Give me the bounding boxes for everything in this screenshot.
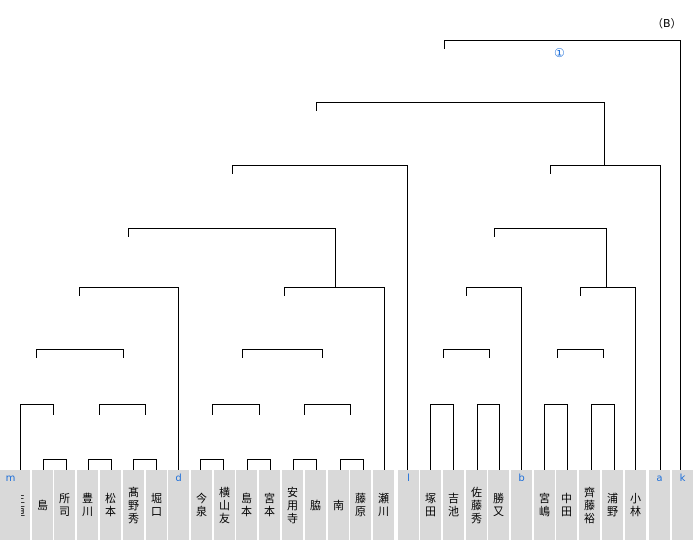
player-cell: 豊川 <box>77 470 98 540</box>
player-cell: 小林 <box>625 470 646 540</box>
player-cell: 齊藤裕 <box>579 470 600 540</box>
bracket-line <box>466 287 522 470</box>
bracket-line <box>444 40 681 470</box>
bracket-line <box>477 404 500 470</box>
player-cell: 中田 <box>556 470 577 540</box>
player-cell: 勝又 <box>488 470 509 540</box>
player-name: 横山友 <box>219 486 230 525</box>
player-name: 藤原 <box>355 492 366 518</box>
final-marker: ① <box>554 46 565 60</box>
player-cell: 南 <box>328 470 349 540</box>
bracket-line <box>580 287 636 470</box>
player-cell: 所司 <box>54 470 75 540</box>
player-cell: 島本 <box>236 470 257 540</box>
bracket-line <box>430 404 454 470</box>
slot-label: l <box>407 473 410 484</box>
slot-label: d <box>175 473 182 484</box>
player-name: 宮本 <box>264 492 275 518</box>
player-name: 齊藤裕 <box>584 486 595 525</box>
bracket-line <box>284 287 385 470</box>
player-name: 髙野秀 <box>128 486 139 525</box>
bracket-line <box>242 349 323 358</box>
player-cell: 浦野 <box>602 470 623 540</box>
bracket-slot-cell: b <box>511 470 532 540</box>
bracket-line <box>20 404 54 470</box>
player-cell: 宮本 <box>259 470 280 540</box>
player-cell: 髙野秀 <box>123 470 144 540</box>
player-cell: 脇 <box>305 470 326 540</box>
player-name: 瀬川 <box>378 492 389 518</box>
player-cell: 瀬川 <box>373 470 394 540</box>
player-cell: 安用寺 <box>282 470 303 540</box>
slot-label: a <box>656 473 663 484</box>
player-name: 吉池 <box>448 492 459 518</box>
player-name: 塚田 <box>425 492 436 518</box>
player-name: 南 <box>333 499 344 512</box>
bracket-line <box>557 349 604 358</box>
bracket-line <box>99 404 146 415</box>
bracket-slot-cell: m <box>0 470 21 540</box>
player-name: 中田 <box>561 492 572 518</box>
player-name: 脇 <box>310 499 321 512</box>
player-cell: 塚田 <box>420 470 441 540</box>
player-cell: 今泉 <box>191 470 212 540</box>
player-name: 安用寺 <box>287 486 298 525</box>
bracket-line <box>544 404 568 470</box>
bracket-line <box>79 287 179 470</box>
bracket-line <box>340 459 364 470</box>
bracket-line <box>316 102 605 165</box>
slot-label: b <box>518 473 525 484</box>
player-name: 所司 <box>59 492 70 518</box>
player-name: 豊川 <box>82 492 93 518</box>
slot-label: m <box>5 473 16 484</box>
bracket-line <box>304 404 351 415</box>
bracket-line <box>494 228 607 287</box>
player-cell: 横山友 <box>214 470 235 540</box>
bracket-line <box>212 404 260 415</box>
bracket-line <box>133 459 157 470</box>
player-name: 浦野 <box>607 492 618 518</box>
player-name: 島 <box>37 499 48 512</box>
bracket-line <box>43 459 67 470</box>
player-cell: 島 <box>32 470 53 540</box>
slot-label: k <box>679 473 686 484</box>
bracket-slot-cell: a <box>649 470 670 540</box>
player-cell: 吉池 <box>443 470 464 540</box>
bracket-line <box>443 349 490 358</box>
player-name: 島本 <box>241 492 252 518</box>
player-name: 宮嶋 <box>539 492 550 518</box>
bracket-tag: （B） <box>652 17 682 30</box>
bracket-line <box>128 228 336 287</box>
player-name: 勝又 <box>493 492 504 518</box>
player-name: 堀口 <box>151 492 162 518</box>
bracket-slot-cell: k <box>672 470 693 540</box>
bracket-line <box>200 459 224 470</box>
player-cell: 宮嶋 <box>534 470 555 540</box>
player-name: 小林 <box>630 492 641 518</box>
player-name: 佐藤秀 <box>471 486 482 525</box>
player-cell: 松本 <box>100 470 121 540</box>
bracket-line <box>232 165 408 470</box>
bracket-line <box>293 459 317 470</box>
bracket-slot-cell: d <box>168 470 189 540</box>
bracket-line <box>247 459 271 470</box>
player-cell: 堀口 <box>146 470 167 540</box>
player-cell: 佐藤秀 <box>466 470 487 540</box>
bracket-line <box>550 165 661 470</box>
player-cell: 藤原 <box>350 470 371 540</box>
bracket-slot-cell: l <box>398 470 419 540</box>
player-name: 松本 <box>105 492 116 518</box>
bracket-line <box>88 459 112 470</box>
bracket-line <box>36 349 124 358</box>
player-name: 今泉 <box>196 492 207 518</box>
bracket-line <box>591 404 615 470</box>
